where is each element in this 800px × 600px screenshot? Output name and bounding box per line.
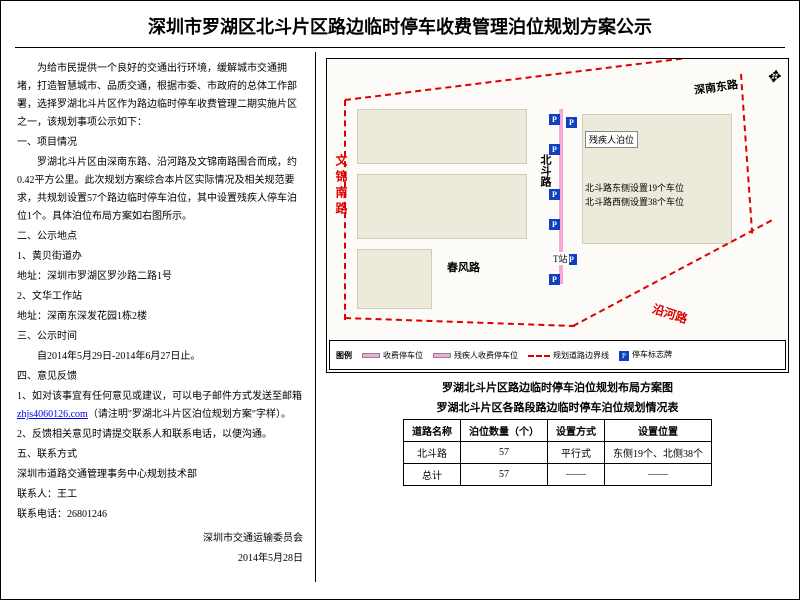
document-page: 深圳市罗湖区北斗片区路边临时停车收费管理泊位规划方案公示 为给市民提供一个良好的… xyxy=(0,0,800,600)
feedback-1: 1、如对该事宜有任何意见或建议，可以电子邮件方式发送至邮箱 zhjs4060126… xyxy=(17,388,303,424)
contact-dept: 深圳市道路交通管理事务中心规划技术部 xyxy=(17,466,303,484)
signature-date: 2014年5月28日 xyxy=(17,550,303,568)
parking-sign-icon: P xyxy=(549,144,560,155)
legend-disabled: 残疾人收费停车位 xyxy=(433,350,518,361)
parking-table: 道路名称泊位数量（个）设置方式设置位置 北斗路57平行式东侧19个、北侧38个总… xyxy=(403,419,712,486)
feedback-1-pre: 1、如对该事宜有任何意见或建议，可以电子邮件方式发送至邮箱 xyxy=(17,391,302,402)
loc-2-name: 2、文华工作站 xyxy=(17,288,303,306)
boundary-line xyxy=(345,58,742,101)
loc-2-addr: 地址：深南东深发花园1栋2楼 xyxy=(17,308,303,326)
parking-sign-icon: P xyxy=(549,274,560,285)
contact-phone: 联系电话：26801246 xyxy=(17,506,303,524)
boundary-line xyxy=(740,74,753,234)
map-diagram: ✥ 深南东路 文锦南路 沿河路 春风路 北斗路 PPPPPPP 残疾人泊位 北斗… xyxy=(326,58,789,373)
building-block xyxy=(357,249,432,309)
parking-sign-icon: P xyxy=(566,117,577,128)
road-label-cf: 春风路 xyxy=(447,259,480,275)
loc-1-addr: 地址：深圳市罗湖区罗沙路二路1号 xyxy=(17,268,303,286)
compass-icon: ✥ xyxy=(767,67,780,87)
table-cell: 总计 xyxy=(404,464,461,486)
table-cell: 57 xyxy=(461,464,548,486)
legend-label: 图例 xyxy=(336,350,352,361)
road-label-bd: 北斗路 xyxy=(537,154,553,187)
legend-road: 规划道路边界线 xyxy=(528,350,609,361)
contact-person: 联系人：王工 xyxy=(17,486,303,504)
table-row: 总计57———— xyxy=(404,464,712,486)
map-caption: 罗湖北斗片区路边临时停车泊位规划布局方案图 xyxy=(326,379,789,395)
building-block xyxy=(357,109,527,164)
title-divider xyxy=(15,47,785,48)
table-title: 罗湖北斗片区各路段路边临时停车泊位规划情况表 xyxy=(326,399,789,415)
signature-org: 深圳市交通运输委员会 xyxy=(17,530,303,548)
road-label-yh: 沿河路 xyxy=(650,300,690,327)
table-cell: —— xyxy=(605,464,712,486)
parking-sign-icon: P xyxy=(549,114,560,125)
table-header: 设置方式 xyxy=(548,420,605,442)
table-row: 北斗路57平行式东侧19个、北侧38个 xyxy=(404,442,712,464)
section-3-heading: 三、公示时间 xyxy=(17,328,303,346)
signature-block: 深圳市交通运输委员会 2014年5月28日 xyxy=(17,530,303,568)
road-label-ne: 深南东路 xyxy=(693,76,739,98)
loc-1-name: 1、黄贝街道办 xyxy=(17,248,303,266)
feedback-2: 2、反馈相关意见时请提交联系人和联系电话，以便沟通。 xyxy=(17,426,303,444)
right-column: ✥ 深南东路 文锦南路 沿河路 春风路 北斗路 PPPPPPP 残疾人泊位 北斗… xyxy=(316,52,799,582)
left-text-column: 为给市民提供一个良好的交通出行环境，缓解城市交通拥堵，打造智慧城市、品质交通，根… xyxy=(1,52,316,582)
page-title: 深圳市罗湖区北斗片区路边临时停车收费管理泊位规划方案公示 xyxy=(1,1,799,47)
table-cell: 北斗路 xyxy=(404,442,461,464)
section-1-heading: 一、项目情况 xyxy=(17,134,303,152)
note-east: 北斗路东侧设置19个车位 xyxy=(585,181,684,194)
intro-paragraph: 为给市民提供一个良好的交通出行环境，缓解城市交通拥堵，打造智慧城市、品质交通，根… xyxy=(17,60,303,132)
road-label-wj: 文锦南路 xyxy=(333,154,350,218)
email-link[interactable]: zhjs4060126.com xyxy=(17,409,88,420)
legend-p-sign: P停车标志牌 xyxy=(619,349,672,360)
parking-sign-icon: P xyxy=(549,189,560,200)
section-4-heading: 四、意见反馈 xyxy=(17,368,303,386)
table-cell: 东侧19个、北侧38个 xyxy=(605,442,712,464)
building-block xyxy=(357,174,527,239)
note-west: 北斗路西侧设置38个车位 xyxy=(585,195,684,208)
section-1-body: 罗湖北斗片区由深南东路、沿河路及文锦南路围合而成，约0.42平方公里。此次规划方… xyxy=(17,154,303,226)
note-t-station: T站 xyxy=(552,252,569,265)
boundary-line xyxy=(345,317,575,327)
legend-park: 收费停车位 xyxy=(362,350,423,361)
section-5-heading: 五、联系方式 xyxy=(17,446,303,464)
table-header: 设置位置 xyxy=(605,420,712,442)
map-legend: 图例 收费停车位 残疾人收费停车位 规划道路边界线 P停车标志牌 xyxy=(329,340,786,370)
parking-sign-icon: P xyxy=(549,219,560,230)
feedback-1-post: （请注明"罗湖北斗片区泊位规划方案"字样）。 xyxy=(88,409,291,420)
content-body: 为给市民提供一个良好的交通出行环境，缓解城市交通拥堵，打造智慧城市、品质交通，根… xyxy=(1,52,799,582)
table-cell: —— xyxy=(548,464,605,486)
section-2-heading: 二、公示地点 xyxy=(17,228,303,246)
table-header: 道路名称 xyxy=(404,420,461,442)
note-disabled: 残疾人泊位 xyxy=(585,131,638,148)
section-3-body: 自2014年5月29日-2014年6月27日止。 xyxy=(17,348,303,366)
table-cell: 57 xyxy=(461,442,548,464)
table-header: 泊位数量（个） xyxy=(461,420,548,442)
table-cell: 平行式 xyxy=(548,442,605,464)
